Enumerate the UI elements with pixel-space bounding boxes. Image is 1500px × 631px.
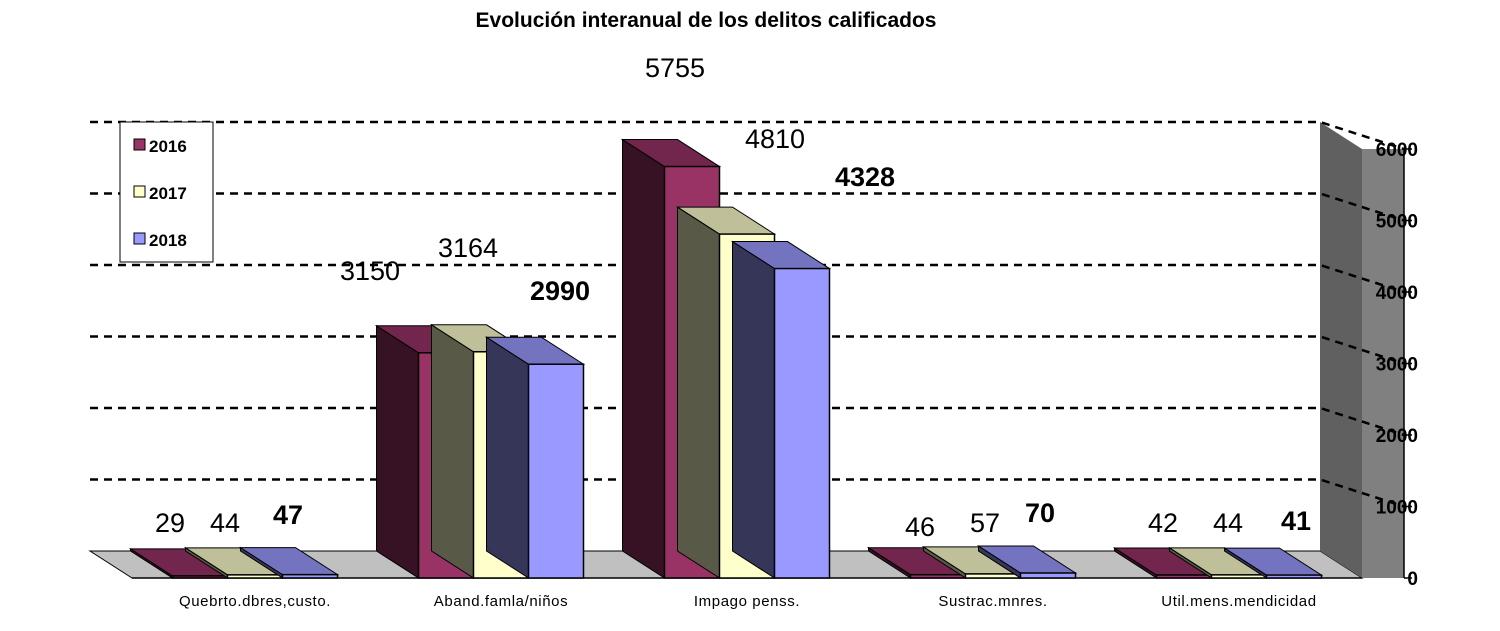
bar-2018 (238, 546, 340, 579)
data-label: 3150 (340, 256, 400, 286)
y-tick-label: 2000 (1376, 426, 1418, 447)
data-label: 4328 (835, 162, 895, 192)
data-label: 44 (210, 508, 240, 538)
bar-2016 (128, 548, 230, 579)
data-label: 42 (1148, 508, 1178, 538)
y-tick-label: 4000 (1376, 283, 1418, 304)
data-label: 44 (1213, 508, 1243, 538)
data-label: 47 (273, 500, 303, 530)
category-label: Sustrac.mnres. (938, 593, 1047, 610)
gridline (90, 120, 1405, 151)
category-label: Aband.famla/niños (434, 593, 568, 610)
data-label: 3164 (438, 233, 498, 263)
bar-2016 (1112, 547, 1214, 579)
legend-swatch (133, 138, 146, 151)
chart-title: Evolución interanual de los delitos cali… (476, 9, 937, 32)
y-tick-label: 1000 (1376, 498, 1418, 519)
y-tick-label: 0 (1407, 569, 1418, 590)
y-tick-label: 6000 (1376, 140, 1418, 161)
bars (128, 138, 1324, 579)
bar-2016 (866, 546, 968, 579)
data-label: 5755 (645, 53, 705, 83)
category-label: Impago penss. (694, 593, 800, 610)
bar-2018 (976, 545, 1078, 579)
data-label: 41 (1281, 506, 1311, 536)
x-axis-categories: Quebrto.dbres,custo. Aband.famla/niños Imp… (132, 577, 1362, 610)
category-label: Quebrto.dbres,custo. (179, 593, 331, 610)
bar-2017 (183, 546, 285, 579)
y-tick-label: 3000 (1376, 355, 1418, 376)
gridline (90, 263, 1405, 294)
y-tick-label: 5000 (1376, 212, 1418, 233)
y-axis-ticks: 0 1000 2000 3000 4000 5000 6000 (1376, 140, 1418, 590)
data-labels: 29 44 47 3150 3164 2990 5755 4810 4328 46 57 70 42 44… (155, 53, 1311, 542)
legend: 2016 2017 2018 (119, 121, 214, 263)
data-label: 70 (1025, 498, 1055, 528)
gridline (90, 192, 1405, 222)
bar-2018 (484, 336, 586, 579)
legend-swatch (133, 185, 146, 198)
bar-2018 (1222, 547, 1324, 579)
category-label: Util.mens.mendicidad (1161, 593, 1316, 610)
data-label: 46 (905, 512, 935, 542)
data-label: 2990 (530, 276, 590, 306)
legend-label: 2017 (149, 184, 187, 203)
chart-side-wall (1320, 122, 1362, 578)
bar-2018 (730, 240, 832, 579)
chart-right-wall (1362, 149, 1404, 578)
data-label: 4810 (745, 124, 805, 154)
data-label: 57 (970, 508, 1000, 538)
legend-swatch (133, 232, 146, 245)
legend-label: 2016 (149, 137, 187, 156)
data-label: 29 (155, 508, 185, 538)
legend-label: 2018 (149, 231, 187, 250)
